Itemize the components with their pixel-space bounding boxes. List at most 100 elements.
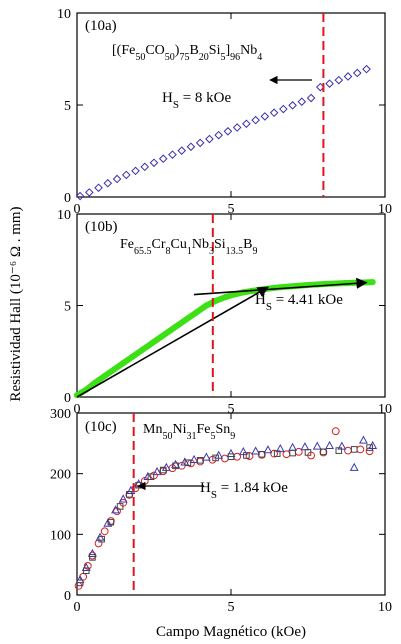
data-point (343, 72, 353, 81)
data-point (279, 104, 288, 114)
data-point (203, 302, 210, 309)
y-tick-label: 10 (57, 208, 71, 223)
fit-line-2 (193, 277, 368, 296)
data-point (214, 130, 223, 140)
data-point (184, 459, 192, 467)
data-point (184, 315, 191, 322)
data-point (212, 454, 219, 462)
x-tick-label: 0 (74, 600, 81, 615)
data-point (149, 158, 159, 168)
composition-label: Mn50Ni31Fe5Sn9 (143, 422, 235, 442)
data-point (242, 119, 251, 129)
data-point (89, 554, 96, 561)
data-point (325, 79, 334, 88)
data-point (158, 154, 168, 164)
data-point (152, 467, 162, 476)
data-point (121, 170, 131, 180)
data-point (226, 448, 236, 457)
data-point (172, 462, 179, 470)
data-point (270, 449, 279, 458)
data-point (166, 328, 173, 335)
data-point (140, 162, 150, 172)
y-tick-label: 0 (64, 589, 71, 604)
y-tick-label: 5 (64, 300, 71, 315)
data-point (300, 442, 310, 451)
data-point (212, 297, 219, 304)
x-tick-label: 5 (228, 402, 235, 417)
data-point (263, 445, 273, 454)
data-point (81, 562, 91, 571)
data-point (159, 466, 167, 474)
data-point (366, 444, 373, 451)
data-point (75, 574, 85, 584)
data-point (100, 527, 109, 536)
data-point (76, 579, 84, 587)
data-point (120, 360, 127, 367)
data-point (103, 518, 113, 527)
data-point (312, 441, 322, 450)
x-tick-label: 0 (74, 202, 81, 217)
data-point (331, 427, 340, 436)
data-point (205, 134, 214, 144)
data-point (118, 494, 128, 503)
data-point (82, 567, 90, 575)
data-point (288, 442, 298, 451)
data-point (83, 561, 92, 570)
data-point (223, 127, 233, 136)
data-point (306, 93, 316, 103)
composition-label: [(Fe50CO50)75B20Si5]96Nb4 (112, 43, 262, 63)
data-point (227, 453, 235, 460)
data-point (221, 294, 228, 301)
data-point (98, 535, 105, 543)
data-point (362, 64, 371, 74)
data-point (349, 462, 359, 471)
data-point (171, 459, 181, 468)
data-point (159, 467, 168, 476)
data-point (168, 150, 177, 159)
data-point (186, 142, 196, 152)
data-point (258, 450, 266, 458)
data-point (273, 450, 281, 457)
panel-label: (10b) (85, 219, 118, 235)
y-tick-label: 300 (50, 407, 71, 422)
data-point (195, 138, 205, 148)
x-tick-label: 5 (228, 202, 235, 217)
panel-1: 0 5 10 0 5 10 (10a) [(Fe50CO50)75B20Si5]96Nb4 HS… (57, 7, 392, 217)
data-point (101, 372, 108, 379)
data-point (356, 445, 365, 454)
data-point (129, 353, 136, 360)
x-tick-label: 0 (74, 402, 81, 417)
data-point (189, 454, 199, 464)
data-point (334, 75, 344, 85)
y-tick-label: 10 (57, 7, 71, 22)
data-point (196, 457, 204, 464)
x-tick-label: 5 (228, 600, 235, 615)
data-point (251, 446, 261, 455)
hs-label: HS = 1.84 kOe (200, 480, 288, 501)
data-point (201, 452, 211, 461)
hs-label: HS = 8 kOe (162, 90, 232, 111)
data-point (232, 123, 242, 132)
panel-label: (10a) (85, 18, 117, 34)
fit-line-1 (76, 286, 269, 398)
data-point (126, 490, 133, 498)
data-point (297, 97, 307, 106)
data-point (288, 101, 297, 110)
data-point (87, 548, 97, 558)
data-point (147, 340, 154, 347)
panel-label: (10c) (85, 419, 117, 435)
data-point (103, 178, 113, 188)
data-point (304, 449, 312, 456)
data-point (335, 447, 343, 454)
x-tick-label: 10 (378, 600, 392, 615)
data-point (75, 191, 85, 201)
x-tick-label: 10 (378, 202, 392, 217)
y-tick-label: 5 (64, 99, 71, 114)
data-point (157, 334, 164, 341)
y-tick-label: 0 (64, 391, 71, 406)
y-tick-label: 200 (50, 468, 71, 483)
data-point (325, 440, 335, 450)
data-point (177, 146, 187, 155)
